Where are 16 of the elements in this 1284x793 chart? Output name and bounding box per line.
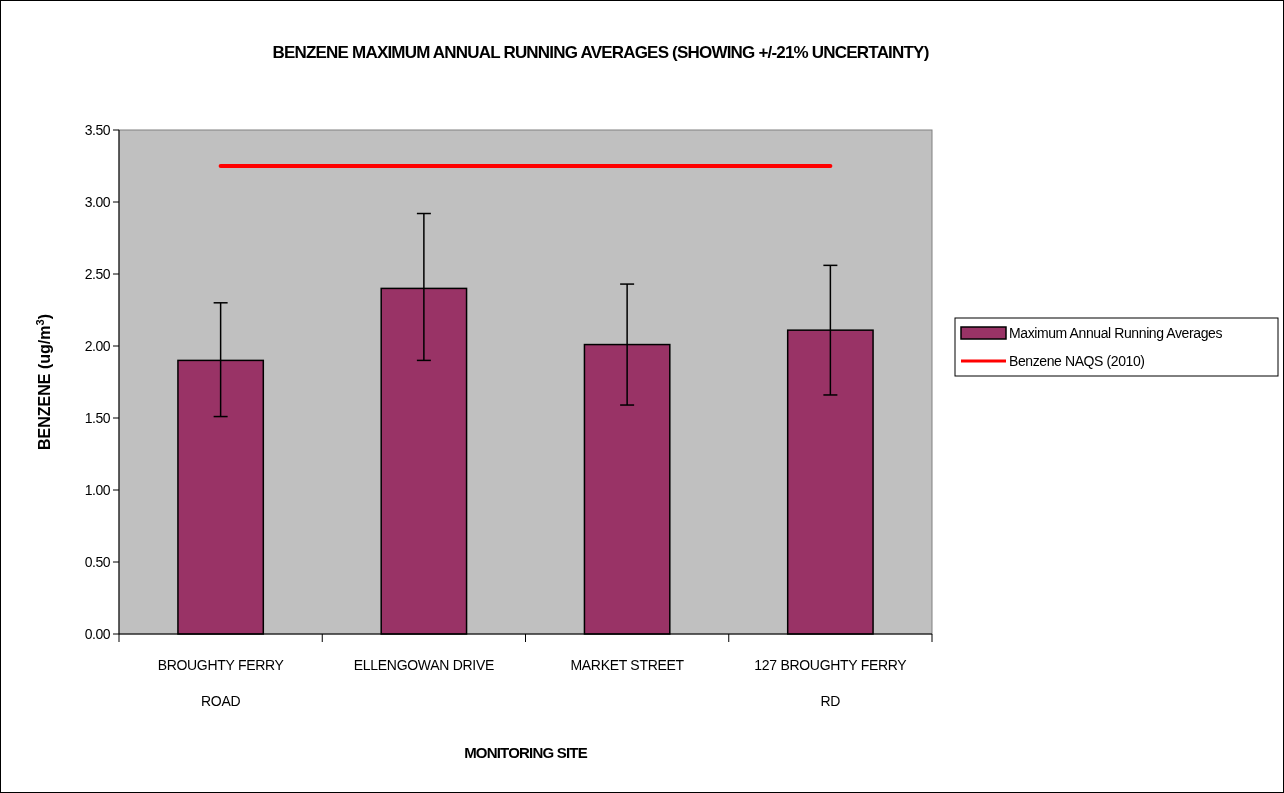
category-label: 127 BROUGHTY FERRY RD — [754, 657, 907, 709]
y-tick-label: 3.00 — [84, 193, 111, 210]
y-tick-label: 2.50 — [84, 265, 111, 282]
x-tick-label: ELLENGOWAN DRIVE — [353, 657, 494, 673]
y-tick-label: 1.50 — [84, 409, 111, 426]
legend-label: Benzene NAQS (2010) — [1009, 352, 1145, 369]
legend-label: Maximum Annual Running Averages — [1009, 324, 1223, 341]
x-axis-title: MONITORING SITE — [464, 744, 588, 761]
x-tick-label: MARKET STREET — [570, 657, 685, 673]
category-label: BROUGHTY FERRY ROAD — [157, 657, 284, 709]
y-tick-label: 2.00 — [84, 337, 111, 354]
y-tick-label: 0.00 — [84, 625, 111, 642]
chart-title: BENZENE MAXIMUM ANNUAL RUNNING AVERAGES (SHOWING +/-21% UNCERTAINTY) — [272, 43, 929, 62]
y-tick-label: 0.50 — [84, 553, 111, 570]
y-tick-label: 1.00 — [84, 481, 111, 498]
y-tick-label: 3.50 — [84, 121, 111, 138]
